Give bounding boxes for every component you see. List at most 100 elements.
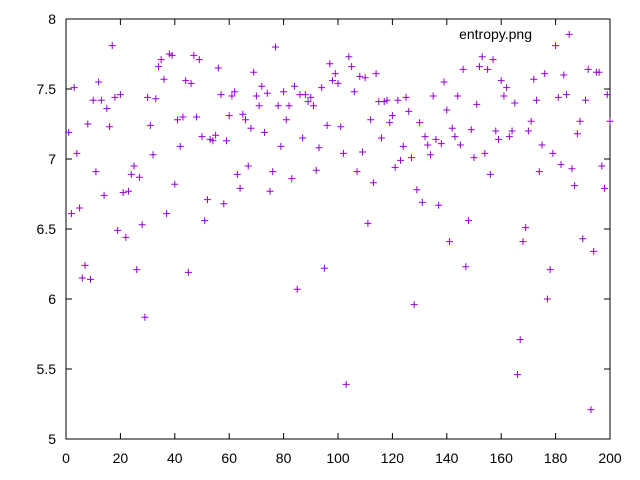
x-tick-label: 0 xyxy=(62,450,70,466)
data-point xyxy=(418,198,426,206)
data-point xyxy=(73,149,81,157)
data-point xyxy=(312,166,320,174)
data-point xyxy=(86,275,94,283)
data-point xyxy=(348,63,356,71)
data-point xyxy=(350,88,358,96)
data-point xyxy=(494,135,502,143)
data-point xyxy=(446,238,454,246)
data-point xyxy=(97,96,105,104)
data-point xyxy=(538,141,546,149)
data-point xyxy=(154,63,162,71)
data-point xyxy=(361,74,369,82)
data-point xyxy=(584,65,592,73)
data-point xyxy=(530,75,538,83)
data-point xyxy=(217,91,225,99)
data-point xyxy=(369,179,377,187)
x-tick-label: 160 xyxy=(490,450,514,466)
data-point xyxy=(514,371,522,379)
x-tick-label: 180 xyxy=(544,450,568,466)
data-point xyxy=(413,186,421,194)
y-tick-label: 5 xyxy=(48,431,56,447)
data-point xyxy=(511,99,519,107)
data-point xyxy=(282,116,290,124)
data-point xyxy=(394,96,402,104)
data-point xyxy=(562,91,570,99)
data-point xyxy=(508,127,516,135)
data-point xyxy=(271,43,279,51)
x-tick-label: 40 xyxy=(167,450,183,466)
data-point xyxy=(187,79,195,87)
data-point xyxy=(342,380,350,388)
data-point xyxy=(587,406,595,414)
data-point xyxy=(549,149,557,157)
data-point xyxy=(524,127,532,135)
data-point xyxy=(590,247,598,255)
data-point xyxy=(81,261,89,269)
data-point xyxy=(505,133,513,141)
data-point xyxy=(89,96,97,104)
data-point xyxy=(372,70,380,78)
data-point xyxy=(122,233,130,241)
data-point xyxy=(522,224,530,232)
data-point xyxy=(182,77,190,85)
data-point xyxy=(378,134,386,142)
x-tick-label: 140 xyxy=(435,450,459,466)
data-point xyxy=(100,191,108,199)
data-point xyxy=(519,238,527,246)
data-point xyxy=(103,105,111,113)
data-point xyxy=(492,127,500,135)
data-point xyxy=(527,117,535,125)
x-tick-label: 20 xyxy=(113,450,129,466)
data-point xyxy=(571,182,579,190)
data-point xyxy=(557,161,565,169)
data-point xyxy=(304,98,312,106)
data-point xyxy=(576,117,584,125)
data-point xyxy=(233,170,241,178)
data-point xyxy=(171,180,179,188)
data-point xyxy=(168,51,176,59)
data-point xyxy=(239,110,247,118)
data-point xyxy=(144,93,152,101)
data-point xyxy=(111,93,119,101)
data-point xyxy=(554,93,562,101)
data-point xyxy=(337,123,345,131)
data-point xyxy=(595,68,603,76)
data-point xyxy=(198,133,206,141)
data-point xyxy=(274,102,282,110)
data-point xyxy=(231,88,239,96)
data-point xyxy=(228,92,236,100)
data-point xyxy=(465,217,473,225)
data-point xyxy=(405,107,413,115)
data-point xyxy=(356,72,364,80)
y-tick-label: 5.5 xyxy=(37,361,57,377)
data-point xyxy=(244,162,252,170)
data-point xyxy=(516,336,524,344)
data-point xyxy=(481,149,489,157)
data-point xyxy=(552,42,560,50)
data-point xyxy=(598,162,606,170)
data-point xyxy=(277,142,285,150)
data-point xyxy=(456,141,464,149)
data-point xyxy=(503,84,511,92)
data-point xyxy=(141,313,149,321)
data-point xyxy=(568,165,576,173)
data-point xyxy=(203,196,211,204)
data-point xyxy=(225,112,233,120)
x-tick-label: 120 xyxy=(381,450,405,466)
x-tick-label: 60 xyxy=(221,450,237,466)
data-point xyxy=(130,162,138,170)
data-point xyxy=(209,137,217,145)
data-point xyxy=(486,170,494,178)
data-point xyxy=(163,210,171,218)
data-point xyxy=(280,88,288,96)
y-tick-label: 6 xyxy=(48,291,56,307)
x-tick-label: 100 xyxy=(326,450,350,466)
data-point xyxy=(399,142,407,150)
data-point xyxy=(416,119,424,127)
data-point xyxy=(116,91,124,99)
data-point xyxy=(236,184,244,192)
data-point xyxy=(478,53,486,61)
data-point xyxy=(193,113,201,121)
data-point xyxy=(397,156,405,164)
data-point xyxy=(84,120,92,128)
